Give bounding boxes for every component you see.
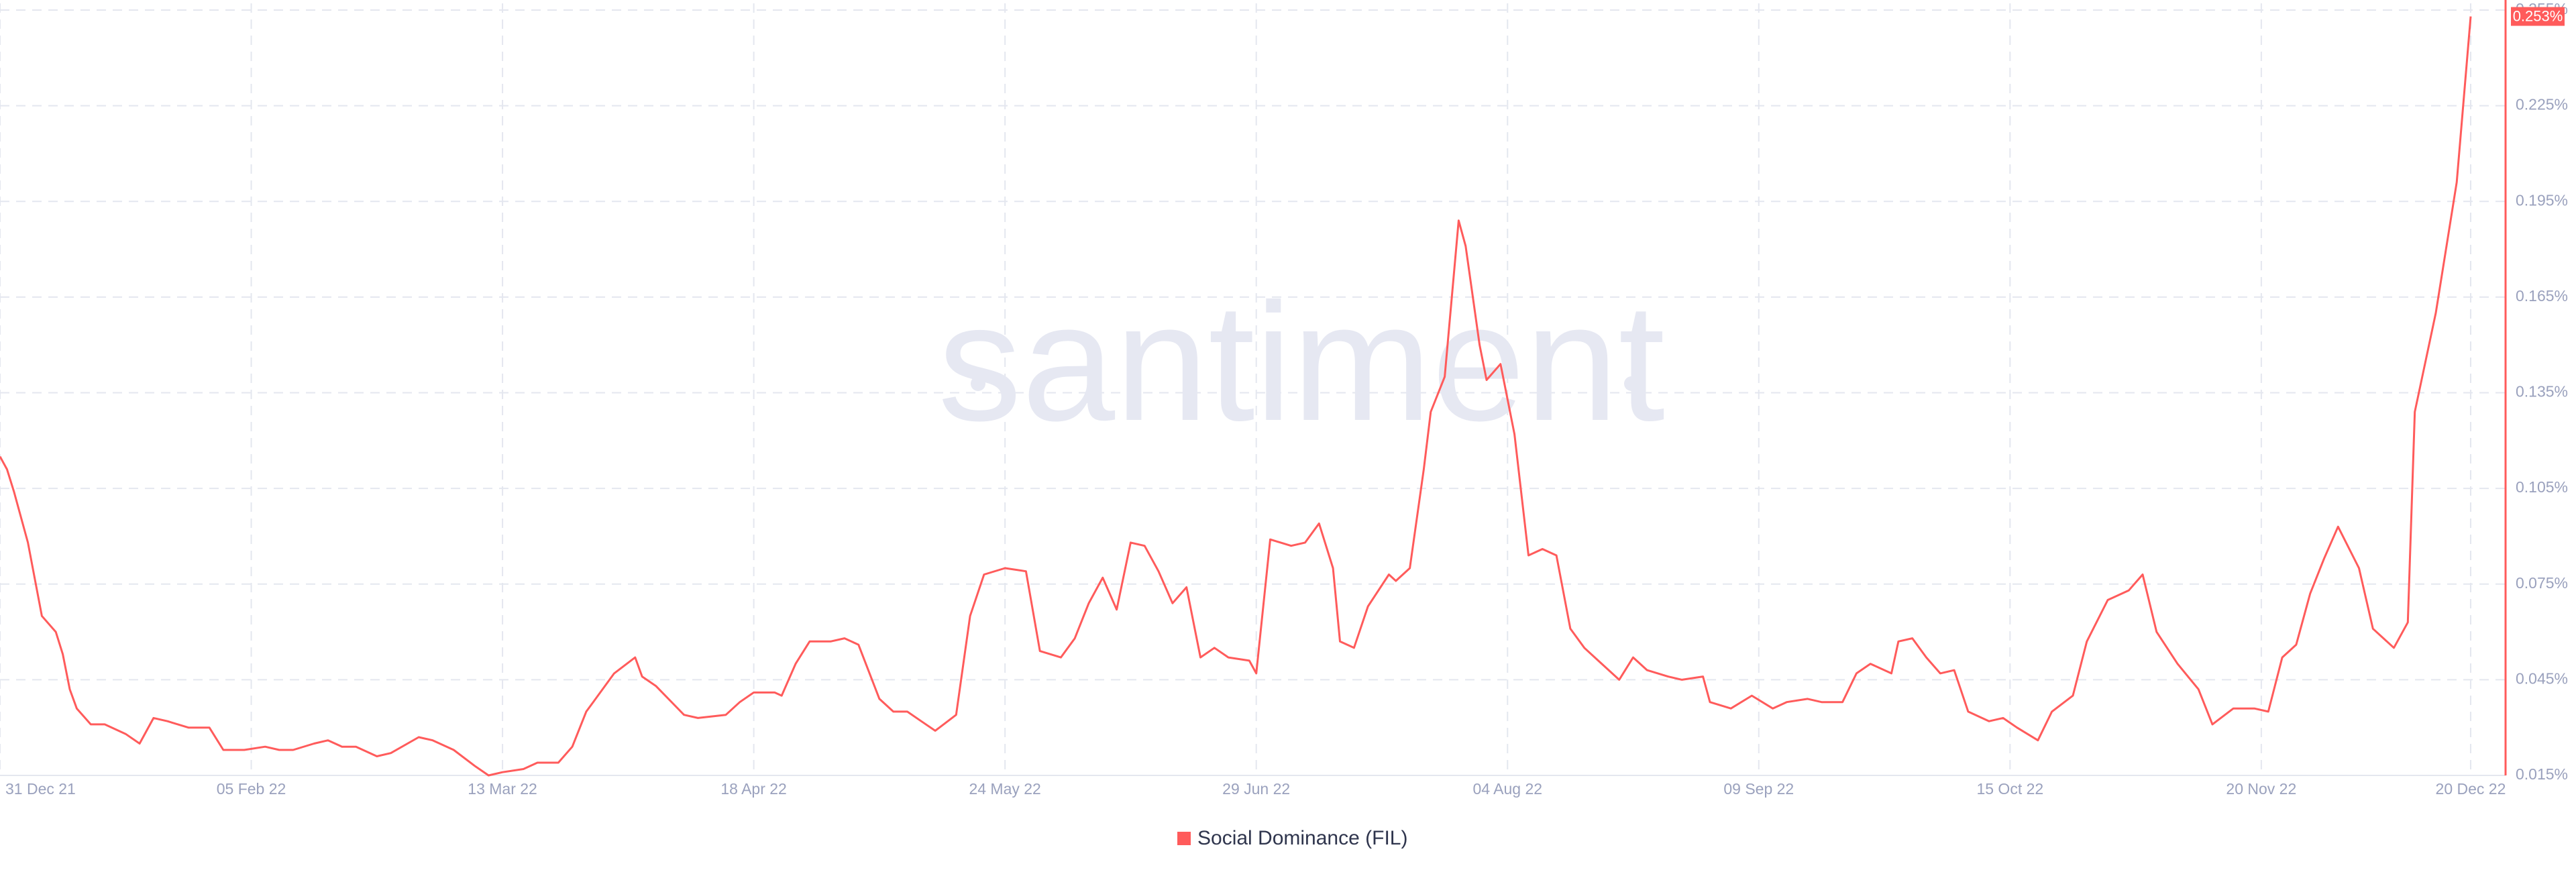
x-tick-label: 20 Dec 22 bbox=[2436, 780, 2506, 798]
x-tick-label: 15 Oct 22 bbox=[1976, 780, 2043, 798]
y-tick-label: 0.225% bbox=[2516, 96, 2568, 113]
watermark-dot bbox=[1624, 376, 1639, 391]
x-tick-label: 31 Dec 21 bbox=[5, 780, 76, 798]
y-tick-label: 0.015% bbox=[2516, 765, 2568, 783]
legend-label: Social Dominance (FIL) bbox=[1197, 827, 1407, 849]
y-tick-label: 0.195% bbox=[2516, 191, 2568, 209]
y-tick-label: 0.165% bbox=[2516, 287, 2568, 305]
legend-swatch bbox=[1177, 832, 1191, 845]
y-tick-label: 0.045% bbox=[2516, 669, 2568, 687]
x-tick-label: 20 Nov 22 bbox=[2226, 780, 2296, 798]
x-tick-label: 05 Feb 22 bbox=[217, 780, 286, 798]
x-tick-label: 24 May 22 bbox=[969, 780, 1040, 798]
watermark: santiment bbox=[938, 268, 1665, 455]
value-label: 0.253% bbox=[2513, 7, 2563, 24]
x-tick-label: 29 Jun 22 bbox=[1222, 780, 1290, 798]
y-tick-label: 0.105% bbox=[2516, 478, 2568, 496]
value-label-box bbox=[2511, 7, 2565, 26]
x-tick-label: 18 Apr 22 bbox=[720, 780, 786, 798]
x-tick-label: 04 Aug 22 bbox=[1472, 780, 1542, 798]
line-series bbox=[0, 16, 2472, 777]
y-tick-label: 0.075% bbox=[2516, 574, 2568, 592]
x-tick-label: 13 Mar 22 bbox=[468, 780, 537, 798]
y-tick-label: 0.135% bbox=[2516, 383, 2568, 400]
watermark-dot bbox=[971, 376, 985, 391]
x-tick-label: 09 Sep 22 bbox=[1723, 780, 1794, 798]
